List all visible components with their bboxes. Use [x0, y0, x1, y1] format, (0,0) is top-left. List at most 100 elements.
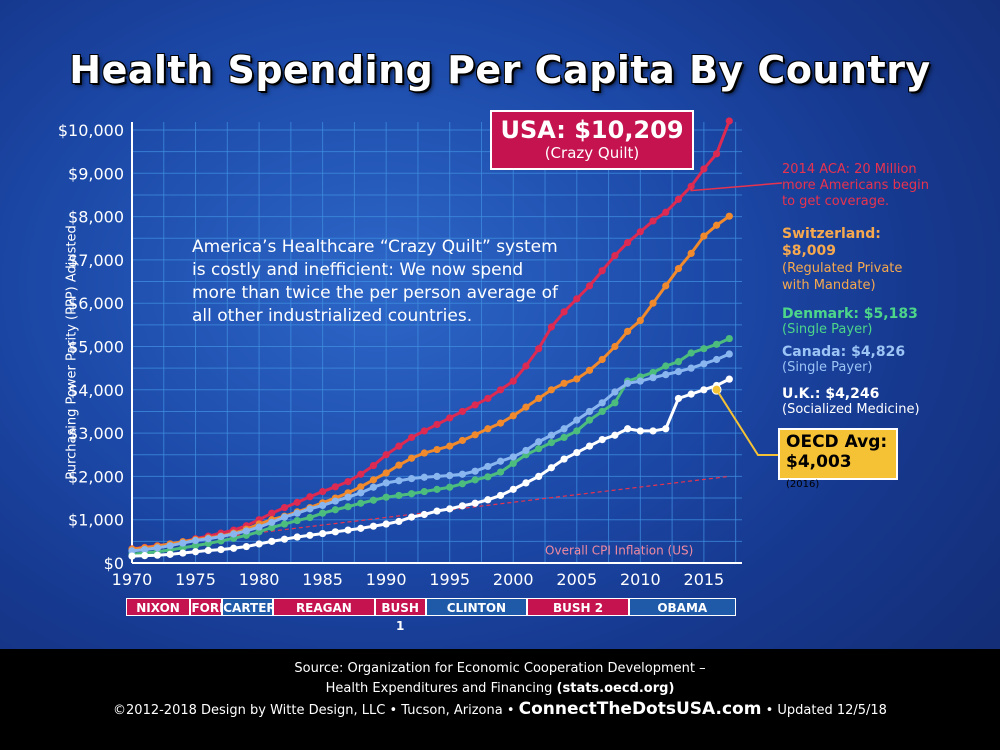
y-tick-label: $4,000	[68, 381, 124, 400]
data-point	[458, 502, 467, 510]
data-point	[319, 529, 327, 538]
data-point	[306, 531, 314, 539]
data-point	[522, 403, 530, 411]
data-point	[585, 282, 594, 290]
data-point	[369, 522, 378, 530]
source-line-1: Source: Organization for Economic Cooper…	[294, 661, 706, 676]
switzerland-value: $8,009	[782, 243, 837, 259]
data-point	[687, 182, 695, 190]
data-point	[598, 267, 606, 275]
data-point	[420, 487, 428, 496]
data-point	[293, 516, 301, 525]
data-point	[598, 355, 606, 364]
data-point	[535, 345, 543, 353]
data-point	[649, 374, 657, 382]
data-point	[636, 316, 644, 325]
data-point	[598, 407, 606, 416]
data-point	[585, 366, 594, 374]
data-point	[700, 386, 708, 394]
data-point	[357, 499, 365, 507]
oecd-label: OECD Avg:	[786, 432, 888, 452]
data-point	[585, 416, 594, 424]
data-point	[509, 459, 517, 468]
oecd-value: $4,003	[786, 452, 852, 472]
data-point	[560, 455, 568, 463]
data-point	[547, 323, 555, 331]
data-point	[420, 427, 428, 435]
aca-leader-line	[690, 182, 783, 192]
data-point	[420, 510, 428, 519]
switzerland-type: (Regulated Private	[782, 261, 903, 276]
data-point	[484, 425, 492, 433]
data-point	[280, 535, 289, 543]
y-tick-label: $9,000	[68, 164, 124, 183]
y-tick-label: $3,000	[68, 424, 124, 443]
data-point	[598, 435, 606, 444]
data-point	[674, 368, 683, 376]
denmark-value: Denmark: $5,183	[782, 306, 918, 322]
data-point	[306, 505, 314, 513]
data-point	[700, 165, 708, 173]
switzerland-type-2: with Mandate)	[782, 278, 876, 293]
oecd-leader-line	[715, 389, 778, 456]
data-point	[687, 349, 695, 357]
data-point	[535, 394, 543, 403]
data-point	[509, 485, 517, 493]
data-point	[293, 509, 301, 517]
data-point	[433, 472, 441, 480]
data-point	[484, 473, 492, 481]
data-point	[712, 355, 721, 364]
data-point	[725, 117, 733, 125]
data-point	[458, 480, 467, 488]
data-point	[242, 527, 250, 535]
president-segment: BUSH 1	[374, 598, 426, 633]
data-point	[446, 505, 454, 513]
denmark-type: (Single Payer)	[782, 322, 873, 337]
data-point	[624, 238, 632, 247]
x-tick-label: 2010	[620, 570, 661, 589]
data-point	[407, 433, 416, 442]
data-point	[547, 439, 555, 447]
data-point	[230, 544, 238, 552]
data-point	[573, 295, 581, 303]
aca-note: 2014 ACA: 20 Million more Americans begi…	[782, 162, 929, 210]
data-point	[357, 470, 365, 478]
site-link[interactable]: ConnectTheDotsUSA.com	[518, 699, 762, 719]
data-point	[433, 420, 441, 429]
data-point	[255, 540, 263, 548]
data-point	[306, 513, 314, 522]
data-point	[560, 379, 568, 387]
usa-value: USA: $10,209	[500, 116, 684, 144]
x-tick-label: 1980	[239, 570, 280, 589]
data-point	[268, 523, 276, 532]
data-point	[458, 436, 467, 445]
data-point	[446, 471, 454, 480]
y-tick-label: $0	[104, 554, 124, 573]
data-point	[319, 487, 327, 496]
data-point	[268, 509, 276, 517]
data-point	[471, 476, 479, 484]
president-segment: BUSH 2	[527, 598, 629, 616]
data-point	[611, 388, 619, 396]
data-point	[407, 490, 416, 498]
data-point	[547, 386, 555, 394]
y-axis-label: Purchasing Power Parity (PPP) Adjusted	[64, 225, 80, 480]
data-point	[268, 537, 276, 545]
data-point	[471, 467, 479, 475]
data-point	[217, 545, 225, 554]
data-point	[674, 264, 683, 273]
data-point	[369, 496, 378, 504]
data-point	[573, 427, 581, 435]
data-point	[395, 461, 403, 469]
data-point	[128, 552, 136, 560]
data-point	[611, 399, 619, 407]
data-point	[268, 518, 276, 526]
data-point	[624, 327, 632, 335]
data-point	[573, 375, 581, 383]
data-point	[369, 483, 378, 491]
data-point	[547, 464, 555, 472]
data-point	[585, 442, 594, 450]
oecd-callout-box: OECD Avg: $4,003 (2016)	[778, 428, 898, 490]
switzerland-name: Switzerland:	[782, 226, 881, 242]
president-segment: CLINTON	[425, 598, 528, 616]
